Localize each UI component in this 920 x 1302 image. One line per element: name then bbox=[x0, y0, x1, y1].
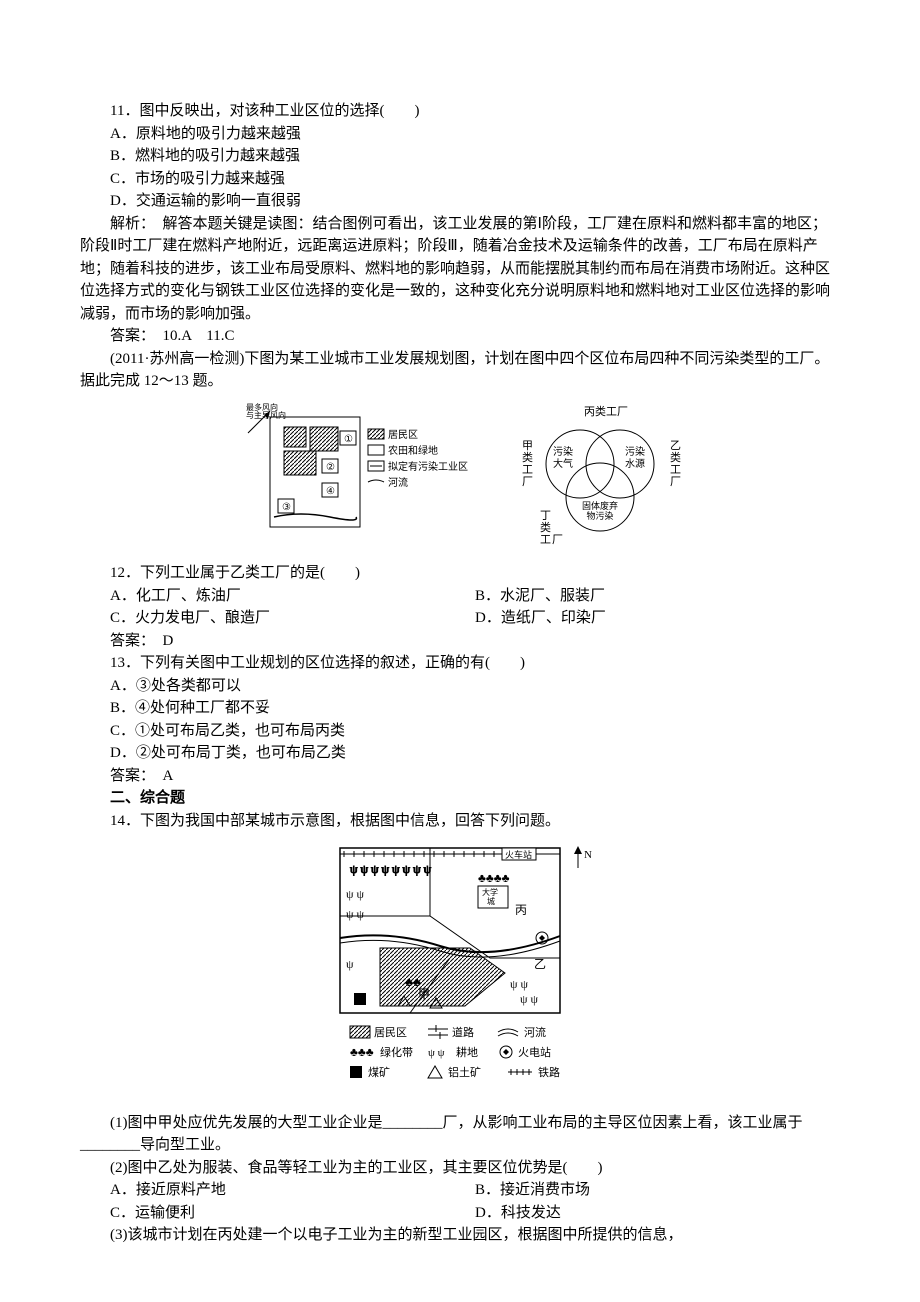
svg-text:ψ ψ: ψ ψ bbox=[346, 887, 365, 901]
svg-text:①: ① bbox=[344, 434, 353, 445]
svg-text:工: 工 bbox=[522, 464, 533, 476]
svg-text:类: 类 bbox=[522, 450, 533, 464]
q14-p3: (3)该城市计划在丙处建一个以电子工业为主的新型工业园区，根据图中所提供的信息， bbox=[80, 1224, 840, 1247]
svg-text:厂: 厂 bbox=[522, 476, 533, 488]
leg-residential: 居民区 bbox=[374, 1027, 407, 1039]
q11-stem: 11．图中反映出，对该种工业区位的选择( ) bbox=[80, 100, 840, 123]
venn-group: 丙类工厂 污染 大气 污染 水源 固体废弃 物污染 甲 类 工 厂 乙 类 工 … bbox=[522, 404, 681, 546]
diagram-12-13: 最多风向 与主导风向 ① ② bbox=[80, 399, 840, 557]
leg-farmland: 耕地 bbox=[456, 1045, 478, 1059]
leg-green: 绿化带 bbox=[380, 1045, 413, 1059]
svg-text:ψ: ψ bbox=[346, 957, 354, 971]
q14-p2-opt-d: D．科技发达 bbox=[475, 1202, 840, 1225]
q14-stem: 14．下图为我国中部某城市示意图，根据图中信息，回答下列问题。 bbox=[80, 810, 840, 833]
document-page: 11．图中反映出，对该种工业区位的选择( ) A．原料地的吸引力越来越强 B．燃… bbox=[0, 0, 920, 1302]
q14-p2: (2)图中乙处为服装、食品等轻工业为主的工业区，其主要区位优势是( ) bbox=[80, 1157, 840, 1180]
answer-text: D bbox=[148, 633, 174, 649]
svg-text:固体废弃: 固体废弃 bbox=[582, 500, 618, 511]
q14-p2-opt-b: B．接近消费市场 bbox=[475, 1179, 840, 1202]
leg-bauxite: 铝土矿 bbox=[448, 1065, 481, 1079]
leg-rail: 铁路 bbox=[538, 1066, 560, 1079]
q12-opt-a: A．化工厂、炼油厂 bbox=[110, 585, 475, 608]
svg-text:甲: 甲 bbox=[522, 440, 533, 452]
leg-coal: 煤矿 bbox=[368, 1066, 390, 1079]
section2-heading: 二、综合题 bbox=[80, 787, 840, 810]
intro-12-13: (2011·苏州高一检测)下图为某工业城市工业发展规划图，计划在图中四个区位布局… bbox=[80, 348, 840, 393]
leg-river: 河流 bbox=[524, 1025, 546, 1039]
svg-text:城: 城 bbox=[487, 897, 495, 906]
yi-label: 乙 bbox=[534, 957, 546, 971]
q14-p2-options: A．接近原料产地 C．运输便利 B．接近消费市场 D．科技发达 bbox=[80, 1179, 840, 1224]
map-group: 最多风向 与主导风向 ① ② bbox=[246, 402, 468, 527]
svg-text:水源: 水源 bbox=[625, 457, 645, 470]
svg-text:大学: 大学 bbox=[482, 887, 498, 897]
svg-text:④: ④ bbox=[326, 486, 335, 497]
legend-farmland: 农田和绿地 bbox=[388, 444, 438, 457]
q11-opt-d: D．交通运输的影响一直很弱 bbox=[80, 190, 840, 213]
leg-road: 道路 bbox=[452, 1025, 474, 1039]
bing-label: 丙 bbox=[515, 903, 527, 917]
q11-opt-c: C．市场的吸引力越来越强 bbox=[80, 168, 840, 191]
q13-answer: 答案： A bbox=[80, 765, 840, 788]
q14-p2-opt-a: A．接近原料产地 bbox=[110, 1179, 475, 1202]
svg-text:丁: 丁 bbox=[540, 510, 551, 522]
q13-stem: 13．下列有关图中工业规划的区位选择的叙述，正确的有( ) bbox=[80, 652, 840, 675]
q13-opt-c: C．①处可布局乙类，也可布局丙类 bbox=[80, 720, 840, 743]
svg-text:大气: 大气 bbox=[553, 457, 573, 470]
svg-text:乙: 乙 bbox=[670, 439, 681, 452]
answer-label: 答案： bbox=[110, 328, 148, 344]
venn-top: 丙类工厂 bbox=[584, 404, 628, 418]
svg-text:ψ ψ: ψ ψ bbox=[510, 977, 529, 991]
svg-text:②: ② bbox=[326, 462, 335, 473]
leg-hydro: 火电站 bbox=[518, 1045, 551, 1059]
svg-text:♣♣♣♣: ♣♣♣♣ bbox=[478, 871, 510, 885]
station-label: 火车站 bbox=[505, 849, 532, 860]
q11-answer: 答案： 10.A 11.C bbox=[80, 325, 840, 348]
diagram-14: 火车站 N ψ ψ ψ ψ ψ ψ ψ ψ ♣♣♣♣ 大学 城 丙 bbox=[80, 838, 840, 1106]
analysis-text: 解答本题关键是读图：结合图例可看出，该工业发展的第Ⅰ阶段，工厂建在原料和燃料都丰… bbox=[80, 216, 830, 322]
answer-label: 答案： bbox=[110, 633, 148, 649]
q13-opt-d: D．②处可布局丁类，也可布局乙类 bbox=[80, 742, 840, 765]
svg-text:③: ③ bbox=[282, 502, 291, 513]
svg-text:物污染: 物污染 bbox=[586, 510, 613, 521]
legend-industrial: 拟定有污染工业区 bbox=[388, 460, 468, 473]
q11-analysis: 解析： 解答本题关键是读图：结合图例可看出，该工业发展的第Ⅰ阶段，工厂建在原料和… bbox=[80, 213, 840, 326]
q12-answer: 答案： D bbox=[80, 630, 840, 653]
svg-text:污染: 污染 bbox=[625, 445, 645, 458]
svg-text:工: 工 bbox=[540, 534, 551, 546]
q13-opt-b: B．④处何种工厂都不妥 bbox=[80, 697, 840, 720]
svg-text:厂: 厂 bbox=[670, 476, 681, 488]
svg-text:与主导风向: 与主导风向 bbox=[246, 410, 286, 420]
svg-text:工: 工 bbox=[670, 464, 681, 476]
answer-text: 10.A 11.C bbox=[148, 328, 235, 344]
q11-opt-a: A．原料地的吸引力越来越强 bbox=[80, 123, 840, 146]
legend-residential: 居民区 bbox=[388, 429, 418, 441]
svg-text:♣♣♣: ♣♣♣ bbox=[350, 1045, 374, 1059]
q11-opt-b: B．燃料地的吸引力越来越强 bbox=[80, 145, 840, 168]
svg-text:ψ ψ: ψ ψ bbox=[520, 992, 539, 1006]
svg-text:♣♣: ♣♣ bbox=[405, 975, 421, 989]
svg-text:ψ ψ ψ ψ ψ ψ ψ ψ: ψ ψ ψ ψ ψ ψ ψ ψ bbox=[350, 862, 432, 876]
q12-options: A．化工厂、炼油厂 C．火力发电厂、酿造厂 B．水泥厂、服装厂 D．造纸厂、印染… bbox=[80, 585, 840, 630]
svg-text:ψ ψ: ψ ψ bbox=[346, 907, 365, 921]
jia-label: 甲 bbox=[418, 987, 430, 1001]
legend-river: 河流 bbox=[388, 476, 408, 489]
svg-text:类: 类 bbox=[670, 450, 681, 464]
q14-p2-opt-c: C．运输便利 bbox=[110, 1202, 475, 1225]
svg-text:类: 类 bbox=[540, 520, 551, 534]
analysis-label: 解析： bbox=[110, 216, 148, 232]
q12-opt-c: C．火力发电厂、酿造厂 bbox=[110, 607, 475, 630]
q12-opt-b: B．水泥厂、服装厂 bbox=[475, 585, 840, 608]
q12-stem: 12．下列工业属于乙类工厂的是( ) bbox=[80, 562, 840, 585]
svg-text:ψ ψ: ψ ψ bbox=[428, 1047, 445, 1059]
answer-text: A bbox=[148, 768, 174, 784]
svg-text:污染: 污染 bbox=[553, 445, 573, 458]
north-label: N bbox=[584, 849, 592, 861]
q14-p1: (1)图中甲处应优先发展的大型工业企业是________厂，从影响工业布局的主导… bbox=[80, 1112, 840, 1157]
q12-opt-d: D．造纸厂、印染厂 bbox=[475, 607, 840, 630]
svg-text:厂: 厂 bbox=[552, 534, 563, 546]
q13-opt-a: A．③处各类都可以 bbox=[80, 675, 840, 698]
answer-label: 答案： bbox=[110, 768, 148, 784]
